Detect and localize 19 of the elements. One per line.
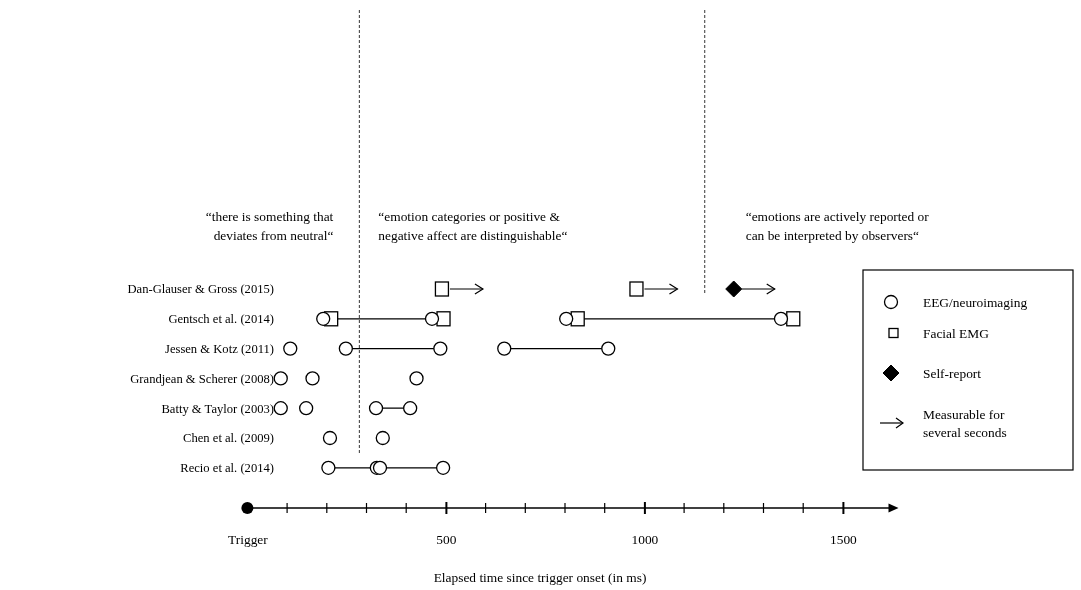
y-tick-label: Batty & Taylor (2003) xyxy=(161,401,274,416)
x-tick-label: Trigger xyxy=(228,531,269,547)
x-tick-label: 500 xyxy=(436,531,457,547)
x-axis-title: Elapsed time since trigger onset (in ms) xyxy=(433,570,647,585)
text: Measurable for several seconds xyxy=(923,406,1007,440)
x-tick-label: 1000 xyxy=(631,531,659,547)
y-tick-label: Gentsch et al. (2014) xyxy=(168,312,274,327)
legend-label: EEG/neuroimaging xyxy=(923,294,1028,310)
y-tick-label: Chen et al. (2009) xyxy=(183,431,274,446)
text: “emotions are actively reported or can be interpreted by observers“ xyxy=(745,209,930,243)
y-tick-label: Recio et al. (2014) xyxy=(180,461,274,476)
text: “there is something that deviates from neutral“ xyxy=(205,209,334,243)
x-tick-label: 1500 xyxy=(830,531,858,547)
legend-label: Self-report xyxy=(923,365,982,381)
y-tick-label: Grandjean & Scherer (2008) xyxy=(130,371,274,386)
legend-label: Facial EMG xyxy=(923,325,990,341)
text: “emotion categories or positive & negative affect are distinguishable“ xyxy=(378,209,568,243)
y-tick-label: Jessen & Kotz (2011) xyxy=(164,342,274,357)
y-tick-label: Dan-Glauser & Gross (2015) xyxy=(127,282,274,297)
